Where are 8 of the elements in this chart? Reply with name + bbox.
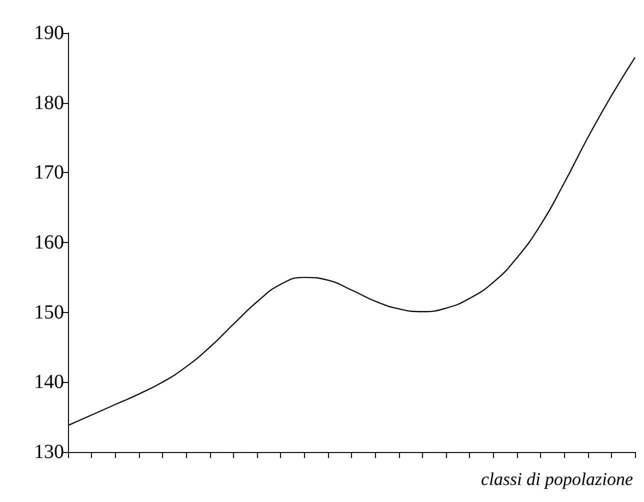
y-tick-label: 180 <box>34 92 64 114</box>
y-tick-label: 150 <box>34 301 64 324</box>
y-tick-label: 160 <box>34 232 64 254</box>
x-axis-title: classi di popolazione <box>481 469 634 489</box>
y-tick-label: 130 <box>34 441 64 463</box>
y-tick-label: 170 <box>34 162 64 184</box>
y-tick-label: 140 <box>34 371 64 394</box>
y-tick-label: 190 <box>34 22 64 44</box>
